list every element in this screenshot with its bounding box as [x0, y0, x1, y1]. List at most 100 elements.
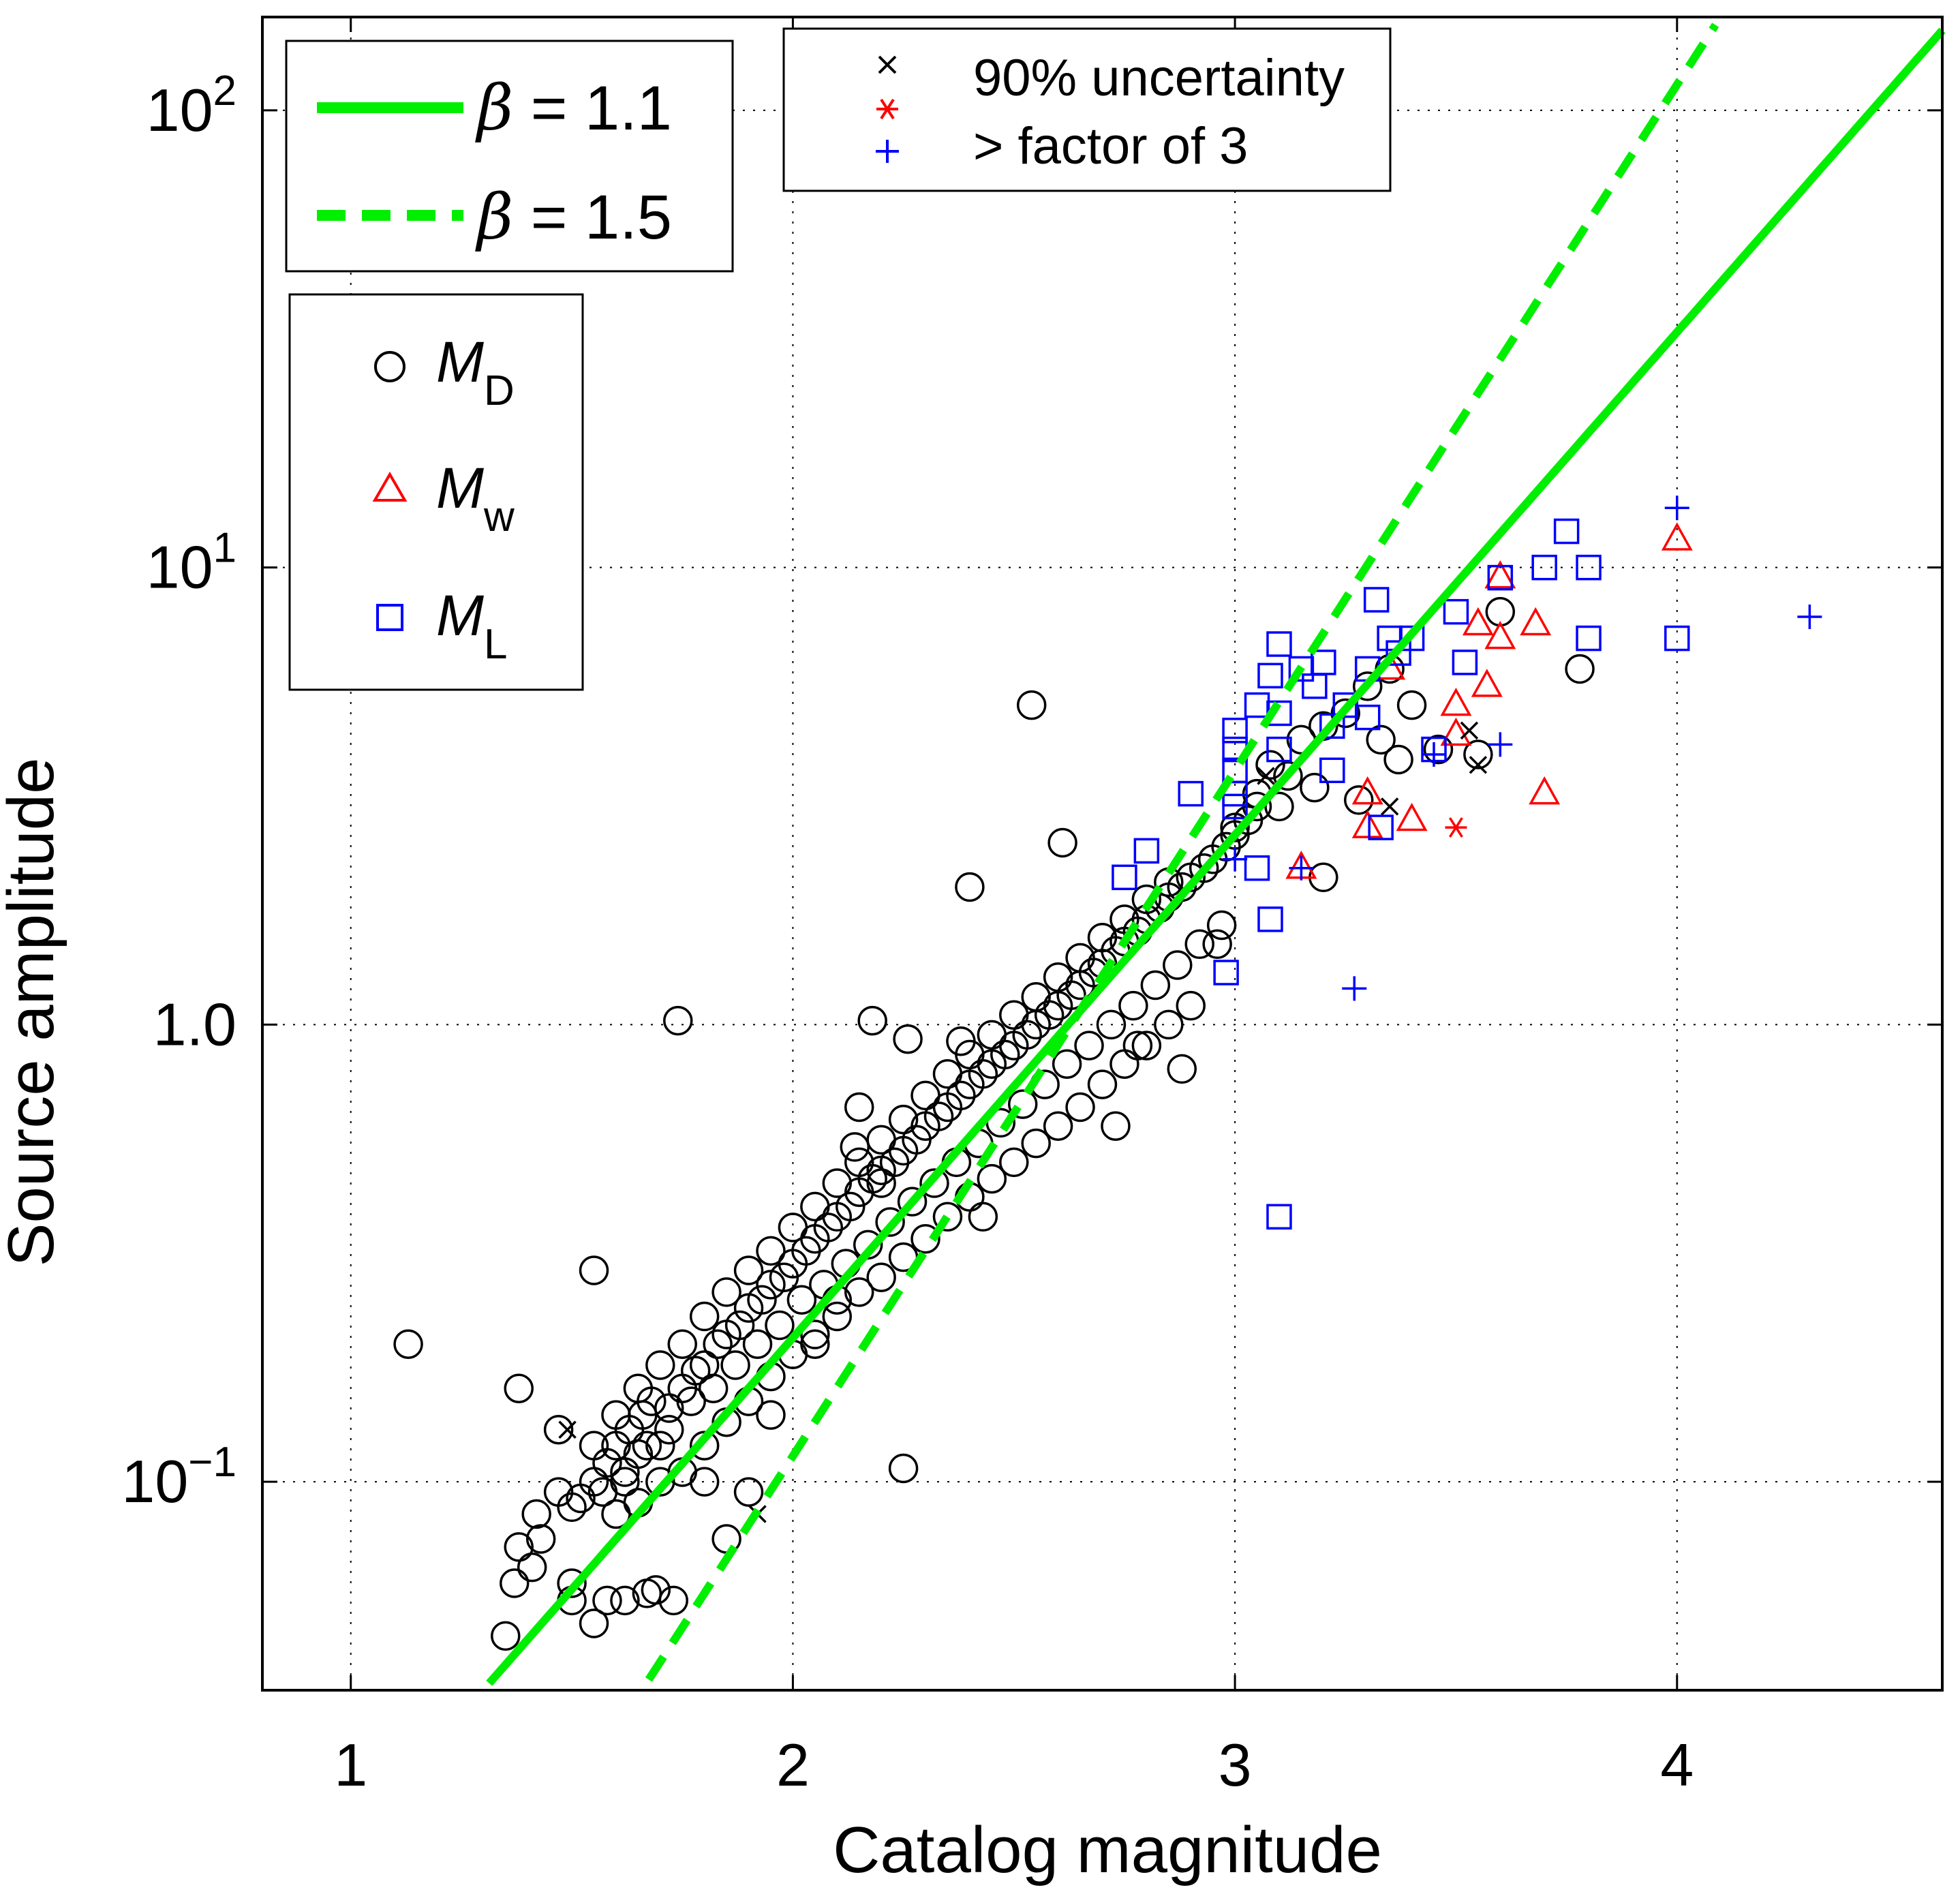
data-point-circle [1366, 724, 1396, 755]
series-legend-md-main: M [436, 330, 484, 394]
y-tick-label: 102 [147, 67, 236, 144]
data-point-circle [1343, 785, 1374, 815]
data-point-circle [1565, 654, 1595, 684]
data-point-square [1363, 587, 1390, 613]
data-point-square [1112, 864, 1137, 891]
data-point-circle [720, 1350, 750, 1380]
line-legend: β = 1.1 β = 1.5 [285, 40, 734, 273]
data-point-circle [919, 1168, 949, 1198]
data-point-circle [1140, 970, 1171, 1001]
data-point-circle [1043, 962, 1073, 992]
data-point-circle [955, 872, 985, 902]
data-point-circle [733, 1255, 764, 1285]
legend-beta-symbol: β [475, 72, 513, 144]
x-axis-title: Catalog magnitude [833, 1814, 1382, 1887]
data-point-circle [521, 1499, 551, 1529]
data-point-x [1460, 721, 1479, 740]
data-point-circle [658, 1585, 689, 1616]
data-point-circle [844, 1092, 874, 1122]
series-triangle [1285, 522, 1693, 879]
data-point-square [1244, 855, 1270, 881]
data-point-circle [667, 1329, 697, 1360]
data-point-circle [1273, 761, 1303, 791]
series-legend-ml-main: M [436, 583, 484, 647]
series-legend-box [288, 293, 584, 691]
data-point-triangle [1484, 620, 1516, 650]
data-point-square [1368, 814, 1394, 840]
data-point-circle [932, 1059, 963, 1089]
y-tick-label: 10−1 [121, 1439, 236, 1515]
data-point-circle [857, 1005, 887, 1036]
data-point-square [1452, 650, 1478, 675]
marker-legend-label-factor: > factor of 3 [973, 117, 1248, 175]
data-point-circle [822, 1168, 853, 1198]
data-point-circle [654, 1415, 684, 1445]
data-point-circle [517, 1552, 547, 1583]
data-point-circle [1109, 904, 1139, 934]
data-point-circle [500, 1568, 530, 1598]
data-point-square [1178, 780, 1204, 807]
legend-beta-value: = 1.5 [513, 183, 672, 252]
data-point-circle [1383, 744, 1413, 775]
data-point-circle [689, 1301, 720, 1332]
data-point-circle [504, 1532, 534, 1562]
series-square [1112, 518, 1690, 1230]
data-point-circle [592, 1585, 622, 1616]
data-point-circle [747, 1285, 777, 1315]
data-point-circle [822, 1301, 853, 1332]
data-point-circle [1096, 1009, 1127, 1040]
data-point-circle [840, 1132, 870, 1162]
data-point-circle [557, 1492, 587, 1523]
y-axis-title: Source amplitude [0, 757, 67, 1266]
data-point-circle [778, 1212, 808, 1242]
data-point-circle [800, 1319, 830, 1349]
data-point-circle [1300, 772, 1330, 803]
data-point-triangle [1351, 810, 1383, 838]
data-point-circle [1065, 943, 1095, 973]
data-point-circle [557, 1568, 587, 1598]
data-point-circle [610, 1467, 640, 1497]
data-point-circle [786, 1285, 817, 1315]
series-circle [393, 596, 1595, 1651]
y-tick-label: 101 [147, 525, 236, 601]
series-legend-ml: ML [436, 583, 507, 668]
data-point-plus [1488, 732, 1513, 757]
data-point-triangle [1520, 607, 1552, 636]
data-point-plus [1664, 495, 1689, 521]
x-tick-label: 4 [1660, 1731, 1694, 1799]
data-point-square [1354, 704, 1381, 731]
line-legend-box [285, 40, 734, 273]
data-point-triangle [1661, 522, 1693, 551]
data-point-circle [504, 1373, 534, 1404]
series-legend-mw-main: M [436, 456, 484, 520]
data-point-circle [1052, 1049, 1082, 1079]
fit-line-beta-1-1 [486, 27, 1946, 1686]
data-point-circle [689, 1467, 720, 1497]
data-point-circle [999, 1147, 1029, 1178]
marker-legend: 90% uncertainty > factor of 3 [782, 27, 1392, 192]
data-point-square [1443, 598, 1469, 625]
data-point-square [1319, 713, 1345, 739]
series-legend-md: MD [436, 330, 515, 414]
data-point-circle [641, 1575, 671, 1605]
circle-marker-icon [374, 351, 405, 382]
y-tick-label-exponent: 1 [213, 525, 236, 572]
data-point-circle [676, 1386, 706, 1416]
data-point-circle [393, 1329, 423, 1360]
data-point-circle [1396, 690, 1427, 720]
data-point-circle [1122, 1030, 1153, 1060]
data-point-circle [1184, 929, 1214, 960]
data-point-x [1380, 797, 1399, 816]
data-point-circle [968, 1202, 998, 1232]
y-tick-label-base: 10 [147, 534, 213, 601]
x-tick-label: 2 [776, 1731, 810, 1799]
data-point-square [1385, 640, 1411, 666]
data-point-square [1257, 662, 1283, 689]
data-point-circle [888, 1453, 919, 1484]
data-point-plus [1342, 976, 1367, 1001]
data-point-circle [1047, 827, 1077, 858]
data-point-triangle [1471, 669, 1503, 697]
data-point-circle [623, 1373, 654, 1404]
data-point-x [1469, 756, 1488, 774]
